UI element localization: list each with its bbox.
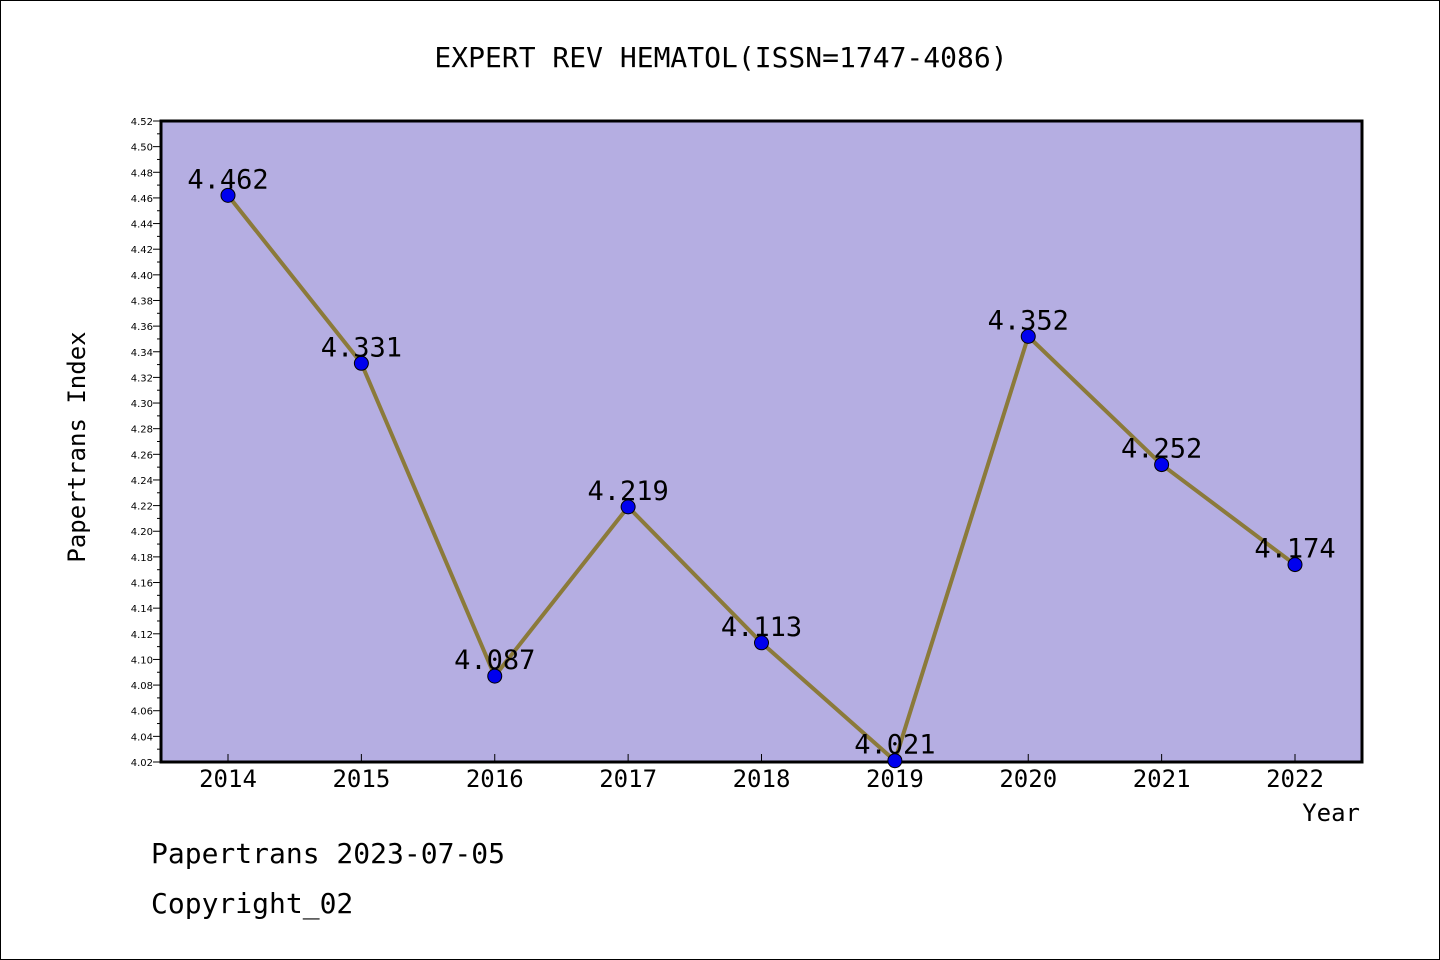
data-label: 4.331 — [321, 332, 402, 363]
y-tick-label: 4.06 — [131, 707, 153, 718]
y-tick-label: 4.42 — [131, 245, 153, 256]
data-point — [1154, 457, 1170, 473]
y-tick-label: 4.14 — [131, 604, 153, 615]
data-label: 4.021 — [854, 730, 935, 761]
x-axis: 2014 2015 2016 2017 2018 2019 2020 2021 2022 — [199, 754, 1324, 793]
data-point — [487, 668, 503, 684]
footer-copyright: Copyright_02 — [151, 887, 354, 920]
y-axis: 4.02 4.04 4.06 4.08 4.10 4.12 4.14 4.16 4.18 4.20… — [131, 117, 161, 769]
data-series — [220, 187, 1303, 769]
y-tick-label: 4.48 — [131, 168, 153, 179]
y-tick-label: 4.44 — [131, 220, 153, 231]
y-tick-label: 4.34 — [131, 348, 153, 359]
x-tick-label: 2020 — [999, 765, 1057, 793]
y-tick-label: 4.02 — [131, 758, 153, 769]
data-point — [1020, 328, 1036, 344]
data-point — [220, 187, 236, 203]
x-tick-label: 2014 — [199, 765, 257, 793]
y-tick-label: 4.30 — [131, 399, 153, 410]
y-tick-label: 4.38 — [131, 296, 153, 307]
chart-title: EXPERT REV HEMATOL(ISSN=1747-4086) — [434, 41, 1007, 74]
data-point — [353, 355, 369, 371]
y-tick-label: 4.16 — [131, 579, 153, 590]
data-label: 4.352 — [988, 305, 1069, 336]
footer-date: Papertrans 2023-07-05 — [151, 837, 506, 870]
data-point — [754, 635, 769, 651]
data-label: 4.174 — [1254, 534, 1335, 565]
y-tick-label: 4.22 — [131, 502, 153, 513]
y-tick-label: 4.40 — [131, 271, 153, 282]
data-point — [887, 753, 903, 769]
y-tick-label: 4.24 — [131, 476, 153, 487]
x-tick-label: 2019 — [866, 765, 924, 793]
y-tick-label: 4.08 — [131, 681, 153, 692]
data-point — [1287, 557, 1303, 573]
y-tick-label: 4.20 — [131, 527, 153, 538]
y-tick-label: 4.04 — [131, 732, 153, 743]
y-tick-label: 4.52 — [131, 117, 153, 128]
y-tick-label: 4.50 — [131, 143, 153, 154]
data-labels: 4.462 4.331 4.087 4.219 4.113 4.021 4.352 4.252… — [187, 164, 1335, 760]
x-tick-label: 2016 — [466, 765, 524, 793]
data-label: 4.219 — [587, 476, 668, 507]
y-tick-label: 4.46 — [131, 194, 153, 205]
data-point — [620, 499, 636, 515]
y-tick-label: 4.28 — [131, 425, 153, 436]
y-tick-label: 4.18 — [131, 553, 153, 564]
data-label: 4.462 — [187, 164, 268, 195]
data-label: 4.252 — [1121, 434, 1202, 465]
data-label: 4.087 — [454, 645, 535, 676]
data-label: 4.113 — [721, 612, 802, 643]
y-axis-label: Papertrans Index — [63, 331, 91, 562]
x-axis-label: Year — [1302, 799, 1360, 827]
y-tick-label: 4.26 — [131, 450, 153, 461]
x-tick-label: 2015 — [332, 765, 390, 793]
x-tick-label: 2022 — [1266, 765, 1324, 793]
y-tick-label: 4.32 — [131, 373, 153, 384]
x-tick-label: 2021 — [1133, 765, 1191, 793]
y-tick-label: 4.36 — [131, 322, 153, 333]
y-tick-label: 4.12 — [131, 630, 153, 641]
y-tick-label: 4.10 — [131, 655, 153, 666]
x-tick-label: 2018 — [733, 765, 791, 793]
plot-area — [159, 119, 1364, 764]
x-tick-label: 2017 — [599, 765, 657, 793]
